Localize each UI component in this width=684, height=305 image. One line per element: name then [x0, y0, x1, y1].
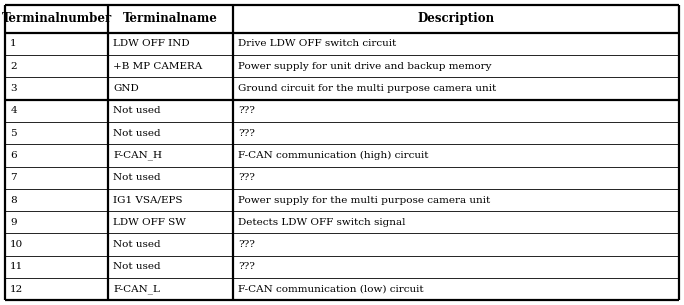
Text: ???: ??? — [238, 129, 254, 138]
Text: Terminalname: Terminalname — [123, 12, 218, 25]
Bar — [5, 167, 109, 189]
Text: LDW OFF IND: LDW OFF IND — [114, 39, 190, 48]
Text: 7: 7 — [10, 173, 17, 182]
Text: Not used: Not used — [114, 263, 161, 271]
Text: ???: ??? — [238, 263, 254, 271]
Bar — [5, 144, 109, 167]
Bar — [109, 5, 233, 33]
Bar — [109, 278, 233, 300]
Text: 2: 2 — [10, 62, 17, 71]
Bar — [5, 122, 109, 144]
Text: Power supply for unit drive and backup memory: Power supply for unit drive and backup m… — [238, 62, 491, 71]
Text: Not used: Not used — [114, 106, 161, 115]
Bar — [233, 33, 679, 55]
Text: F-CAN_H: F-CAN_H — [114, 151, 162, 160]
Bar — [233, 211, 679, 234]
Text: 8: 8 — [10, 196, 17, 205]
Bar — [109, 211, 233, 234]
Text: Detects LDW OFF switch signal: Detects LDW OFF switch signal — [238, 218, 405, 227]
Bar — [5, 55, 109, 77]
Bar — [109, 33, 233, 55]
Bar — [109, 189, 233, 211]
Bar — [233, 144, 679, 167]
Bar — [233, 189, 679, 211]
Text: ???: ??? — [238, 106, 254, 115]
Bar — [109, 234, 233, 256]
Text: ???: ??? — [238, 240, 254, 249]
Text: 11: 11 — [10, 263, 23, 271]
Bar — [5, 5, 109, 33]
Text: GND: GND — [114, 84, 139, 93]
Text: LDW OFF SW: LDW OFF SW — [114, 218, 186, 227]
Text: 6: 6 — [10, 151, 17, 160]
Text: Terminalnumber: Terminalnumber — [2, 12, 112, 25]
Text: 10: 10 — [10, 240, 23, 249]
Text: IG1 VSA/EPS: IG1 VSA/EPS — [114, 196, 183, 205]
Bar — [233, 256, 679, 278]
Text: Not used: Not used — [114, 240, 161, 249]
Bar — [109, 144, 233, 167]
Bar — [233, 5, 679, 33]
Bar — [5, 77, 109, 100]
Text: 1: 1 — [10, 39, 17, 48]
Text: F-CAN communication (low) circuit: F-CAN communication (low) circuit — [238, 285, 423, 294]
Bar — [233, 55, 679, 77]
Bar — [233, 122, 679, 144]
Text: 3: 3 — [10, 84, 17, 93]
Text: F-CAN communication (high) circuit: F-CAN communication (high) circuit — [238, 151, 428, 160]
Bar — [233, 167, 679, 189]
Text: F-CAN_L: F-CAN_L — [114, 285, 160, 294]
Bar — [5, 33, 109, 55]
Text: Power supply for the multi purpose camera unit: Power supply for the multi purpose camer… — [238, 196, 490, 205]
Text: 4: 4 — [10, 106, 17, 115]
Bar — [109, 77, 233, 100]
Bar — [233, 234, 679, 256]
Text: Drive LDW OFF switch circuit: Drive LDW OFF switch circuit — [238, 39, 396, 48]
Bar — [5, 211, 109, 234]
Bar — [5, 256, 109, 278]
Bar — [233, 278, 679, 300]
Text: ???: ??? — [238, 173, 254, 182]
Bar — [109, 122, 233, 144]
Text: +B MP CAMERA: +B MP CAMERA — [114, 62, 202, 71]
Text: 5: 5 — [10, 129, 17, 138]
Bar — [109, 167, 233, 189]
Bar — [109, 100, 233, 122]
Bar — [233, 100, 679, 122]
Text: Not used: Not used — [114, 129, 161, 138]
Text: 9: 9 — [10, 218, 17, 227]
Bar — [5, 100, 109, 122]
Bar — [5, 234, 109, 256]
Bar — [5, 189, 109, 211]
Bar — [233, 77, 679, 100]
Text: Not used: Not used — [114, 173, 161, 182]
Text: Description: Description — [417, 12, 495, 25]
Bar — [109, 256, 233, 278]
Text: Ground circuit for the multi purpose camera unit: Ground circuit for the multi purpose cam… — [238, 84, 496, 93]
Text: 12: 12 — [10, 285, 23, 294]
Bar — [109, 55, 233, 77]
Bar — [5, 278, 109, 300]
